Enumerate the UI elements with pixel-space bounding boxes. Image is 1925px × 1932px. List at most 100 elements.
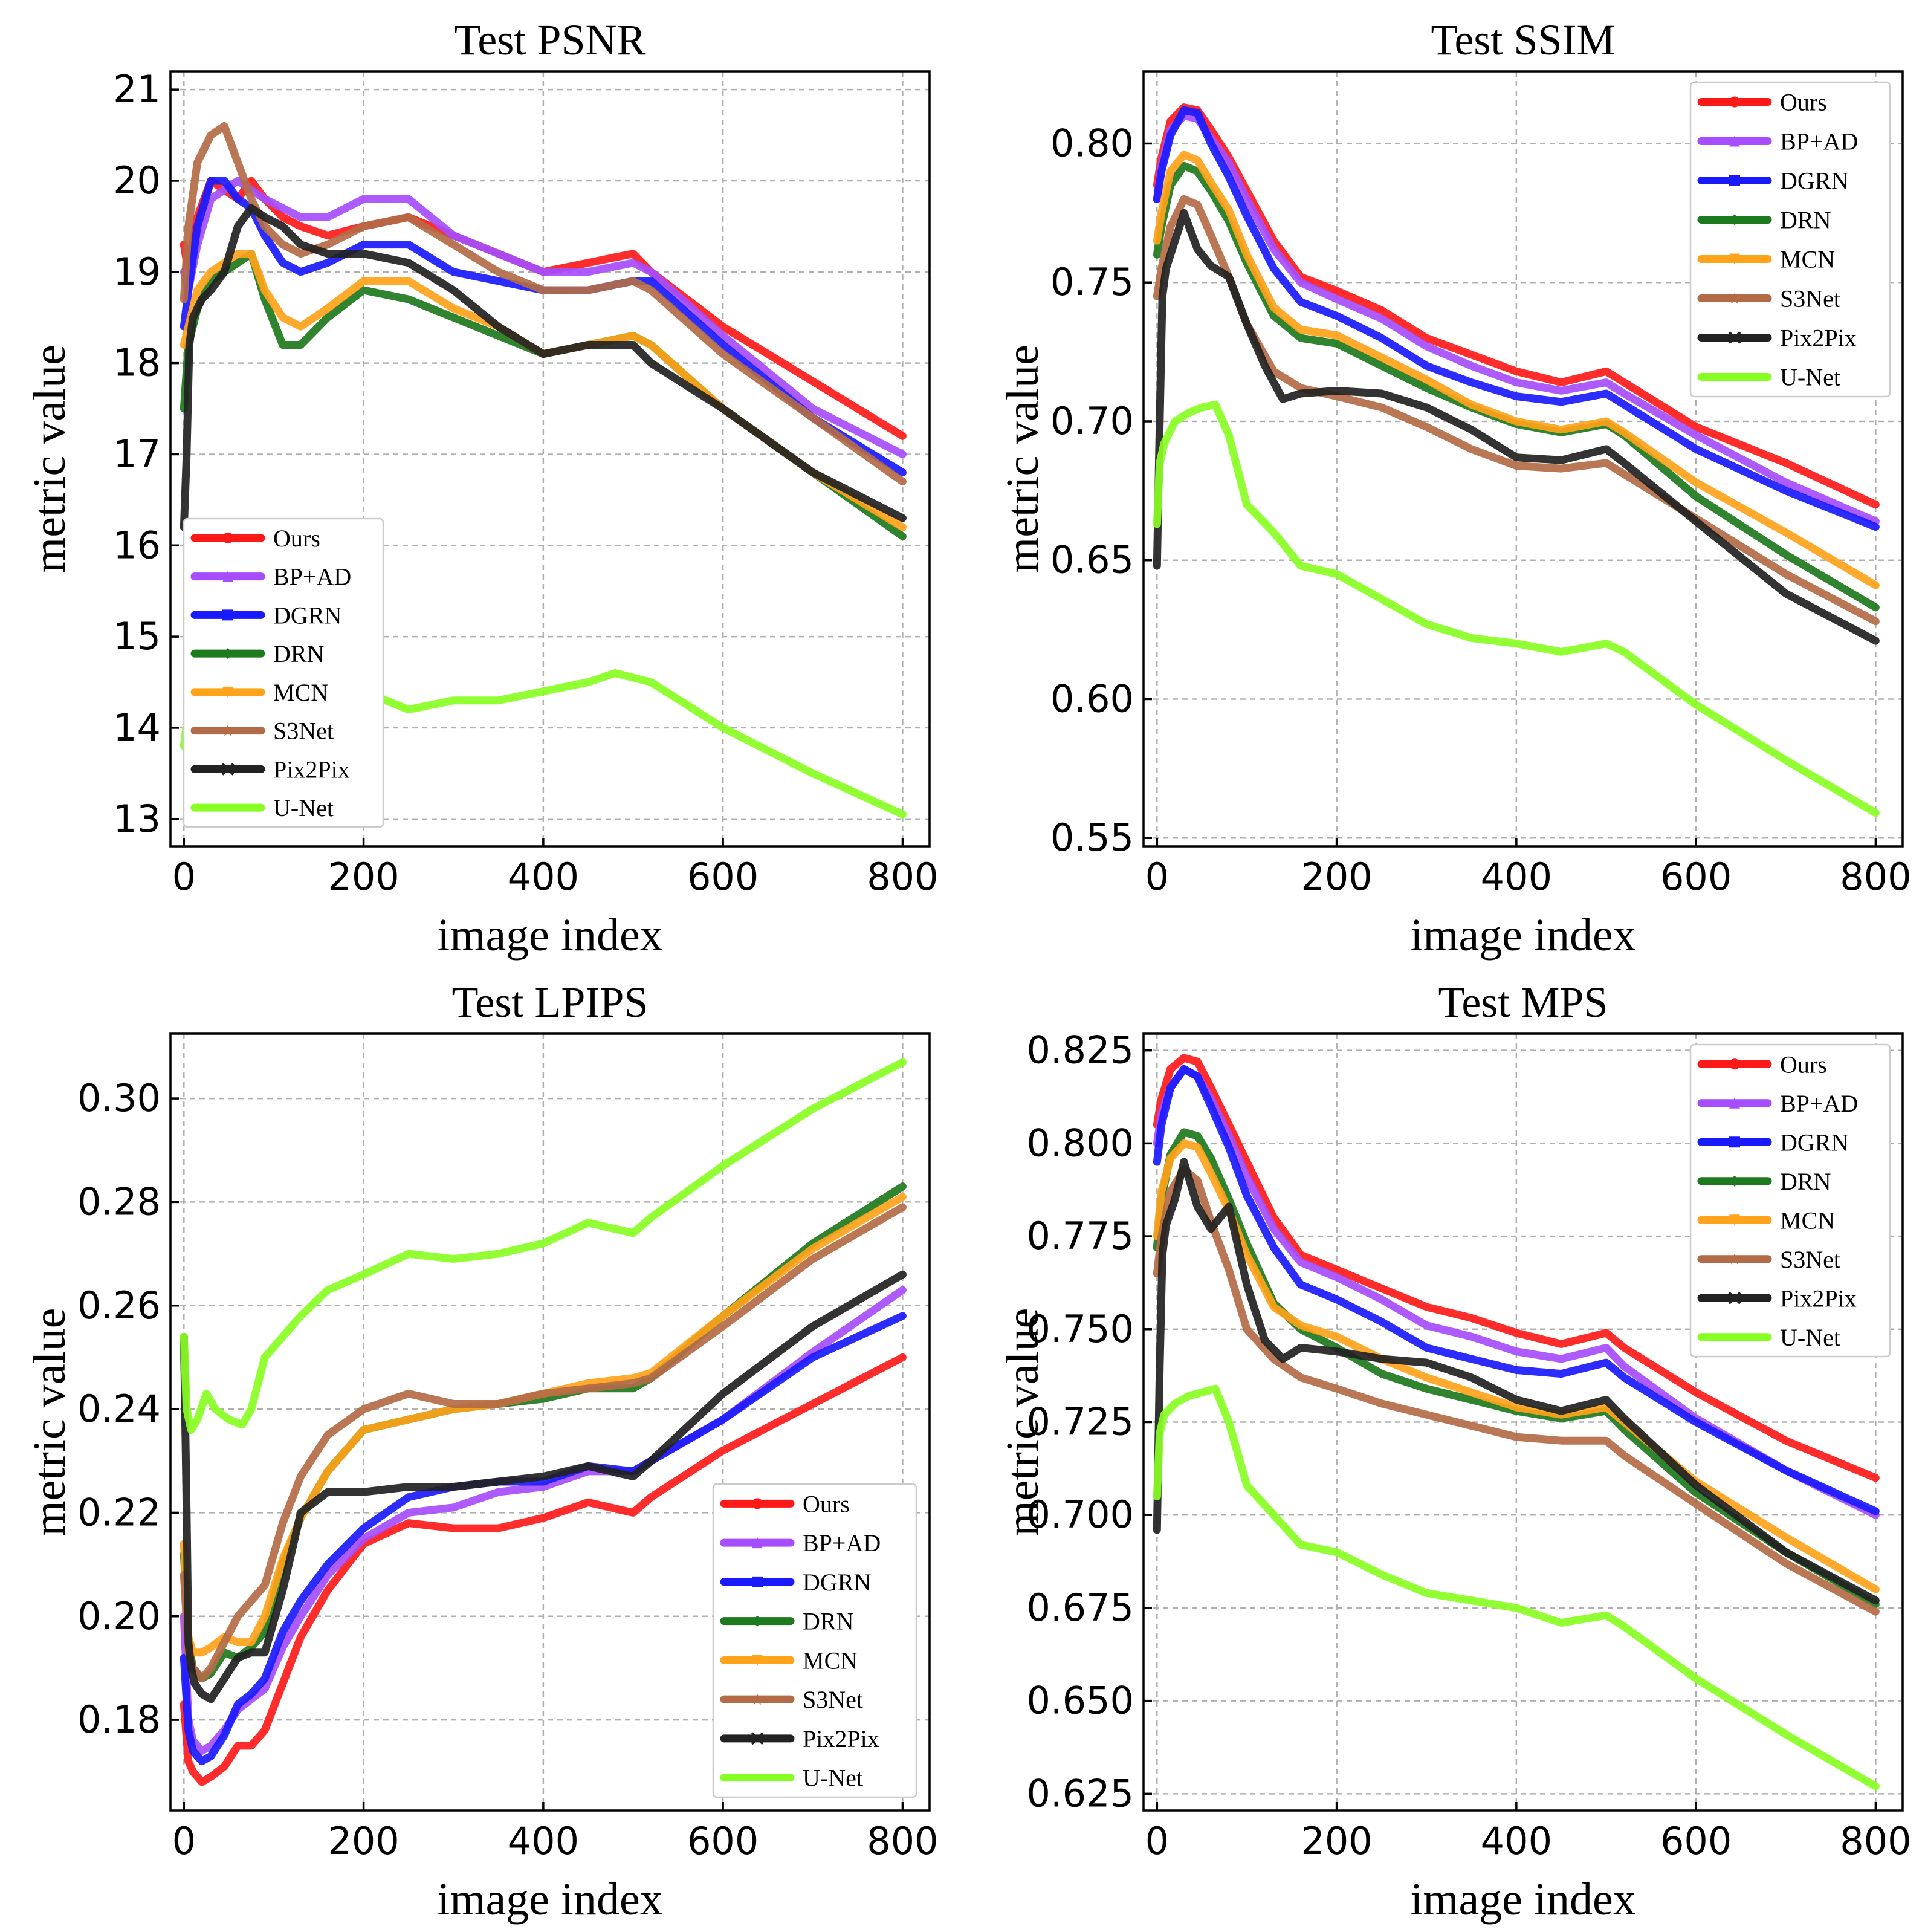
series-line-bp-ad bbox=[180, 177, 907, 458]
y-tick-label: 0.24 bbox=[77, 1387, 161, 1431]
series-line-dgrn bbox=[1153, 106, 1880, 531]
series-line-ours bbox=[1153, 1054, 1880, 1482]
chart-title: Test SSIM bbox=[1431, 16, 1615, 64]
legend-marker-ours bbox=[1729, 1058, 1740, 1070]
legend-label-dgrn: DGRN bbox=[803, 1569, 871, 1596]
panel-mps: 0 200 400 600 800 0.625 0.650 0.675 0.700 0.725 0.… bbox=[997, 978, 1912, 1925]
x-tick-label: 200 bbox=[328, 855, 399, 899]
legend-marker-s3net bbox=[1729, 1253, 1740, 1265]
legend-label-bp-ad: BP+AD bbox=[273, 563, 351, 591]
series-line-u-net bbox=[1153, 1384, 1880, 1791]
legend-label-ours: Ours bbox=[1780, 89, 1827, 116]
x-axis-label: image index bbox=[437, 1874, 663, 1925]
x-tick-label: 400 bbox=[1481, 1819, 1552, 1863]
series-line-bp-ad bbox=[1153, 112, 1880, 525]
legend-label-s3net: S3Net bbox=[273, 718, 334, 745]
legend-marker-mcn bbox=[222, 686, 233, 698]
series-line-dgrn bbox=[1153, 1065, 1880, 1515]
legend-label-mcn: MCN bbox=[273, 679, 328, 706]
y-tick-label: 0.825 bbox=[1027, 1028, 1134, 1072]
x-tick-label: 800 bbox=[1840, 1819, 1911, 1863]
series-line-s3net bbox=[180, 1203, 907, 1683]
x-tick-label: 0 bbox=[1145, 1819, 1169, 1863]
y-tick-label: 0.30 bbox=[77, 1076, 161, 1120]
y-tick-label: 0.55 bbox=[1050, 815, 1134, 860]
legend-marker-bp-ad bbox=[1729, 135, 1740, 147]
legend: Ours BP+AD DGRN DRN MCN S3Net Pix2Pix U-Net bbox=[712, 1483, 917, 1798]
x-tick-label: 600 bbox=[1660, 855, 1732, 899]
legend-marker-pix2pix bbox=[1728, 331, 1741, 344]
x-axis-label: image index bbox=[1410, 1874, 1636, 1925]
x-tick-label: 600 bbox=[687, 855, 759, 899]
x-tick-label: 0 bbox=[1145, 855, 1169, 899]
y-tick-label: 15 bbox=[113, 614, 161, 658]
x-tick-label: 200 bbox=[1301, 1819, 1372, 1863]
y-tick-label: 0.800 bbox=[1027, 1121, 1134, 1165]
chart-title: Test PSNR bbox=[454, 16, 645, 64]
y-tick-label: 0.60 bbox=[1050, 676, 1134, 721]
y-tick-label: 0.28 bbox=[77, 1179, 161, 1224]
legend-label-ours: Ours bbox=[273, 525, 320, 552]
x-tick-label: 400 bbox=[508, 855, 579, 899]
legend-label-pix2pix: Pix2Pix bbox=[273, 756, 350, 783]
legend-label-drn: DRN bbox=[273, 640, 324, 667]
y-tick-label: 0.650 bbox=[1027, 1679, 1134, 1723]
legend-marker-s3net bbox=[1729, 293, 1740, 304]
x-axis-label: image index bbox=[1410, 910, 1636, 961]
series-line-mcn bbox=[1153, 151, 1880, 589]
x-tick-label: 800 bbox=[1840, 855, 1911, 899]
legend-label-s3net: S3Net bbox=[1780, 285, 1840, 313]
y-tick-label: 0.22 bbox=[77, 1490, 161, 1534]
legend-label-bp-ad: BP+AD bbox=[1780, 1090, 1858, 1117]
series-line-s3net bbox=[180, 122, 907, 486]
series-line-mcn bbox=[180, 250, 907, 531]
x-axis-label: image index bbox=[437, 910, 663, 961]
y-tick-label: 0.70 bbox=[1050, 399, 1134, 443]
series-line-u-net bbox=[180, 1058, 907, 1434]
x-tick-label: 800 bbox=[867, 1819, 938, 1863]
legend-marker-bp-ad bbox=[752, 1537, 763, 1549]
series-line-u-net bbox=[1153, 400, 1880, 817]
y-tick-label: 13 bbox=[113, 797, 161, 841]
series-line-ours bbox=[180, 1353, 907, 1786]
legend-marker-bp-ad bbox=[222, 571, 233, 582]
legend-marker-drn bbox=[1729, 214, 1740, 225]
legend-box bbox=[712, 1483, 917, 1798]
y-tick-label: 0.65 bbox=[1050, 538, 1134, 582]
panel-lpips: 0 200 400 600 800 0.18 0.20 0.22 0.24 0.26 0.28 0.3… bbox=[24, 978, 939, 1925]
legend-label-pix2pix: Pix2Pix bbox=[1780, 1285, 1857, 1312]
panel-psnr: 0 200 400 600 800 13 14 15 16 17 18 19 20 21 Test PSNR… bbox=[24, 16, 939, 961]
legend-label-ours: Ours bbox=[1780, 1051, 1827, 1078]
legend-marker-pix2pix bbox=[751, 1732, 764, 1745]
series-line-ours bbox=[180, 177, 907, 440]
plot-frame bbox=[1142, 70, 1904, 848]
legend-marker-mcn bbox=[752, 1655, 763, 1666]
legend-marker-dgrn bbox=[752, 1576, 763, 1587]
x-tick-label: 200 bbox=[328, 1819, 399, 1863]
legend-label-mcn: MCN bbox=[1780, 246, 1835, 273]
y-tick-label: 14 bbox=[113, 705, 161, 750]
legend-marker-drn bbox=[222, 648, 233, 660]
y-tick-label: 0.26 bbox=[77, 1283, 161, 1327]
plot-frame bbox=[169, 70, 931, 848]
y-tick-label: 0.675 bbox=[1027, 1586, 1134, 1630]
legend-label-pix2pix: Pix2Pix bbox=[1780, 325, 1857, 352]
legend-label-drn: DRN bbox=[803, 1608, 853, 1635]
y-tick-label: 21 bbox=[113, 67, 161, 111]
y-tick-label: 20 bbox=[113, 158, 161, 203]
legend-label-u-net: U-Net bbox=[803, 1765, 863, 1792]
legend-marker-ours bbox=[1729, 96, 1740, 108]
legend-box bbox=[1689, 1043, 1891, 1358]
legend-label-ours: Ours bbox=[803, 1490, 850, 1517]
legend-marker-dgrn bbox=[1729, 175, 1740, 186]
y-tick-label: 0.75 bbox=[1050, 260, 1134, 304]
x-tick-label: 600 bbox=[687, 1819, 759, 1863]
legend-marker-bp-ad bbox=[1729, 1097, 1740, 1109]
x-tick-label: 200 bbox=[1301, 855, 1372, 899]
y-tick-label: 19 bbox=[113, 250, 161, 294]
y-tick-label: 17 bbox=[113, 432, 161, 476]
legend-box bbox=[1689, 81, 1891, 398]
legend-marker-dgrn bbox=[1729, 1136, 1740, 1148]
x-tick-label: 600 bbox=[1660, 1819, 1732, 1863]
